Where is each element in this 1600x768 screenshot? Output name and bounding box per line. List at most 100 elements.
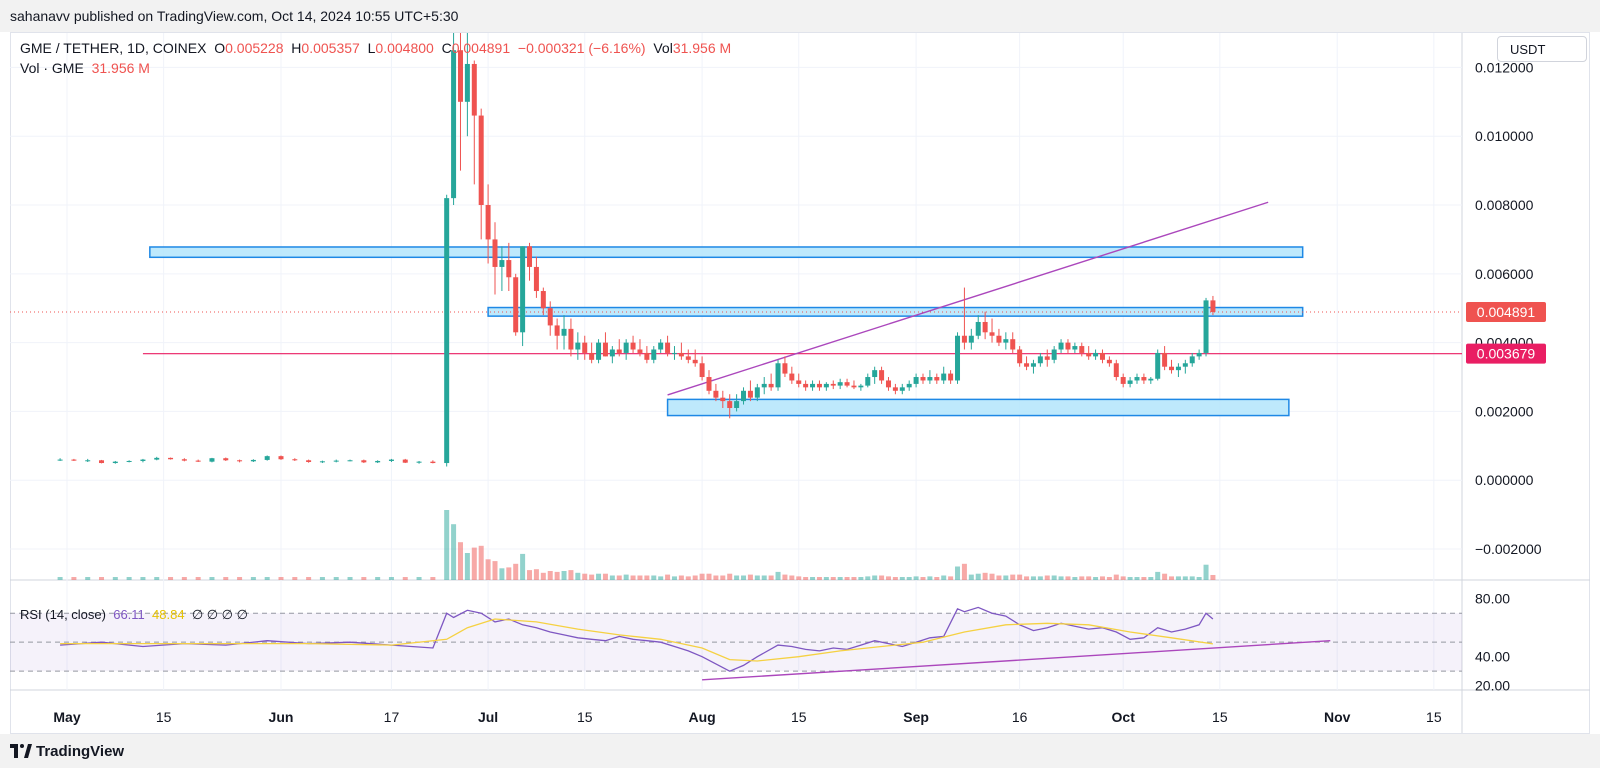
candle-body bbox=[934, 377, 940, 381]
rsi-label[interactable]: RSI (14, close) bbox=[20, 607, 106, 622]
volume-bar bbox=[658, 576, 664, 580]
time-tick-label: 15 bbox=[156, 709, 172, 725]
volume-bar bbox=[1169, 576, 1175, 580]
volume-bar bbox=[209, 577, 215, 580]
rsi-legend: RSI (14, close) 66.11 48.84 ∅ ∅ ∅ ∅ bbox=[20, 607, 248, 623]
candle-body bbox=[989, 332, 995, 336]
volume-bar bbox=[1113, 574, 1119, 580]
volume-bar bbox=[975, 573, 981, 580]
candle-body bbox=[554, 325, 560, 336]
currency-button[interactable]: USDT bbox=[1497, 36, 1587, 62]
rsi-value: 66.11 bbox=[113, 607, 145, 622]
candle-body bbox=[1196, 352, 1202, 357]
volume-bar bbox=[1141, 577, 1147, 580]
volume-bar bbox=[816, 577, 822, 580]
candle-body bbox=[533, 266, 539, 292]
volume-bar bbox=[865, 576, 871, 580]
top-bar: sahanavv published on TradingView.com, O… bbox=[0, 0, 1600, 32]
volume-bar bbox=[264, 577, 270, 580]
time-tick-label: 17 bbox=[384, 709, 400, 725]
candle-body bbox=[713, 390, 719, 398]
candle-body bbox=[1044, 356, 1050, 360]
volume-bar bbox=[499, 568, 505, 580]
volume-bar bbox=[968, 574, 974, 580]
candle-body bbox=[692, 359, 698, 364]
candle-body bbox=[1203, 300, 1209, 353]
candle-body bbox=[1148, 378, 1154, 381]
volume-bar bbox=[768, 575, 774, 580]
tradingview-brand[interactable]: TradingView bbox=[36, 743, 125, 760]
volume-bar bbox=[1203, 564, 1209, 580]
volume-bar bbox=[71, 577, 77, 580]
candle-body bbox=[430, 461, 436, 464]
candle-body bbox=[1003, 339, 1009, 343]
volume-bar bbox=[513, 563, 519, 580]
candle-body bbox=[996, 335, 1002, 343]
rsi-pane bbox=[10, 606, 1462, 681]
candle-body bbox=[837, 382, 843, 386]
volume-bar bbox=[665, 574, 671, 580]
tradingview-logo-icon bbox=[10, 744, 32, 758]
volume-bar bbox=[1182, 576, 1188, 580]
candle-body bbox=[568, 328, 574, 350]
volume-bar bbox=[720, 575, 726, 580]
volume-bar bbox=[1086, 576, 1092, 580]
volume-bar bbox=[734, 575, 740, 580]
volume-bar bbox=[706, 573, 712, 580]
candle-body bbox=[665, 342, 671, 353]
candle-body bbox=[278, 456, 284, 460]
symbol-label[interactable]: GME / TETHER, 1D, COINEX bbox=[20, 40, 207, 56]
volume-indicator-value: 31.956 M bbox=[91, 60, 150, 76]
volume-bar bbox=[1072, 577, 1078, 580]
low-label: L bbox=[367, 40, 376, 56]
volume-bar bbox=[451, 524, 457, 580]
volume-bar bbox=[899, 577, 905, 580]
candle-body bbox=[1127, 380, 1133, 384]
volume-bar bbox=[1134, 577, 1140, 580]
time-tick-label: 15 bbox=[1426, 709, 1442, 725]
volume-bar bbox=[444, 510, 450, 580]
candle-body bbox=[747, 390, 753, 398]
candle-body bbox=[706, 377, 712, 391]
candle-body bbox=[761, 383, 767, 388]
candle-body bbox=[237, 460, 243, 462]
candle-body bbox=[968, 335, 974, 343]
candle-body bbox=[57, 459, 63, 461]
candle-body bbox=[499, 260, 505, 267]
volume-bar bbox=[727, 573, 733, 580]
volume-bar bbox=[478, 545, 484, 580]
volume-bar bbox=[892, 577, 898, 580]
price-trendline bbox=[667, 201, 1269, 396]
ohlc-legend: GME / TETHER, 1D, COINEX O0.005228 H0.00… bbox=[20, 40, 731, 56]
candle-body bbox=[589, 352, 595, 360]
volume-bar bbox=[782, 574, 788, 580]
price-tick-label: 0.002000 bbox=[1475, 403, 1534, 419]
candle-body bbox=[1051, 349, 1057, 360]
volume-bar bbox=[644, 575, 650, 580]
volume-bar bbox=[1189, 576, 1195, 580]
volume-bar bbox=[1058, 576, 1064, 580]
candle-body bbox=[941, 373, 947, 381]
candle-body bbox=[830, 383, 836, 386]
volume-bar bbox=[492, 561, 498, 580]
volume-bar bbox=[623, 574, 629, 580]
candle-body bbox=[913, 377, 919, 384]
candle-body bbox=[1141, 377, 1147, 381]
candle-body bbox=[388, 459, 394, 461]
candle-body bbox=[520, 246, 526, 333]
price-tick-label: −0.002000 bbox=[1475, 541, 1542, 557]
candle-body bbox=[678, 352, 684, 357]
price-axis-label: 0.004891 bbox=[1477, 304, 1536, 320]
volume-bar bbox=[913, 576, 919, 580]
high-label: H bbox=[291, 40, 302, 56]
candle-body bbox=[816, 383, 822, 388]
candle-body bbox=[1169, 366, 1175, 371]
candle-body bbox=[1030, 363, 1036, 367]
volume-bar bbox=[126, 577, 132, 580]
volume-bar bbox=[906, 577, 912, 580]
rsi-trendline bbox=[702, 640, 1331, 681]
candle-body bbox=[596, 342, 602, 360]
volume-indicator-label[interactable]: Vol · GME bbox=[20, 60, 84, 76]
candle-body bbox=[1134, 377, 1140, 381]
